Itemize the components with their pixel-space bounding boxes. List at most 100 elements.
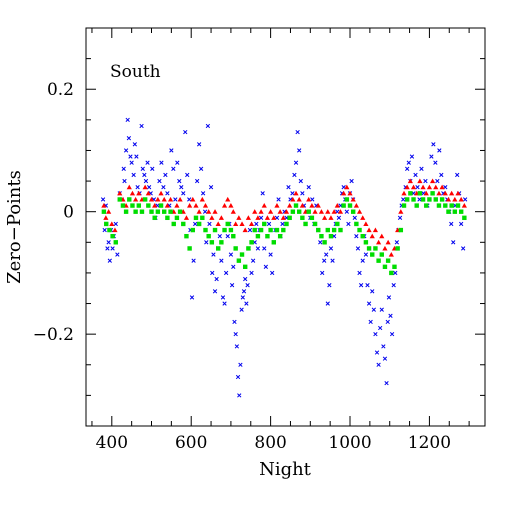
data-point <box>191 258 196 263</box>
data-point <box>155 196 161 202</box>
data-point <box>318 209 325 214</box>
data-point <box>245 283 250 288</box>
data-point <box>236 215 242 220</box>
axis-tick-labels: 400 600 800 1000 1200 −0.2 0 0.2 <box>33 80 451 453</box>
data-point <box>101 202 107 208</box>
data-point <box>171 221 176 227</box>
data-point <box>376 362 381 367</box>
data-point <box>198 166 204 171</box>
data-point <box>382 245 388 251</box>
data-point <box>199 196 205 202</box>
data-point <box>397 215 403 220</box>
data-point <box>280 221 285 227</box>
data-point <box>290 196 296 202</box>
data-point <box>389 332 395 337</box>
data-point <box>379 307 384 312</box>
data-point <box>262 246 267 251</box>
data-point <box>462 197 468 202</box>
data-point <box>100 197 106 202</box>
data-point <box>277 209 283 214</box>
data-point <box>171 166 176 171</box>
data-point <box>193 215 199 221</box>
data-point <box>218 215 224 220</box>
data-point <box>455 190 461 196</box>
data-point <box>357 270 362 276</box>
data-point <box>145 160 150 165</box>
y-tick-label: 0.2 <box>47 80 74 100</box>
data-point <box>196 142 202 147</box>
data-point <box>133 196 139 202</box>
data-point <box>106 240 111 245</box>
data-point <box>338 227 343 233</box>
series-square <box>101 191 467 276</box>
data-point <box>214 276 219 282</box>
data-point <box>446 209 451 214</box>
data-point <box>271 215 277 220</box>
data-point <box>204 240 209 245</box>
data-point <box>433 160 438 165</box>
data-point <box>347 190 353 196</box>
data-point <box>101 209 107 214</box>
data-point <box>110 246 115 251</box>
data-point <box>379 233 385 239</box>
data-point <box>196 221 202 227</box>
data-point <box>139 123 144 129</box>
data-point <box>461 246 466 251</box>
data-point <box>344 209 349 214</box>
data-point <box>142 184 148 190</box>
data-point <box>271 240 276 245</box>
data-point <box>409 154 415 159</box>
data-point <box>398 209 404 214</box>
data-point <box>177 196 183 202</box>
data-point <box>229 283 235 288</box>
data-point <box>142 197 148 202</box>
data-point <box>431 142 436 147</box>
data-point <box>245 215 251 220</box>
data-point <box>370 252 375 257</box>
data-point <box>265 233 270 239</box>
data-point <box>322 240 327 245</box>
data-point <box>280 215 286 220</box>
data-point <box>455 172 460 178</box>
data-point <box>391 283 396 288</box>
data-point <box>360 258 365 263</box>
data-point <box>109 221 115 227</box>
data-point <box>225 221 230 227</box>
data-point <box>452 196 458 202</box>
data-point <box>370 289 375 294</box>
y-tick-label: 0 <box>63 203 74 223</box>
data-point <box>287 202 293 208</box>
data-point <box>429 154 434 159</box>
data-point <box>255 246 261 251</box>
data-point <box>102 227 107 233</box>
data-point <box>250 258 256 263</box>
data-point <box>132 142 137 147</box>
data-point <box>107 258 112 263</box>
data-point <box>292 172 297 178</box>
data-point <box>366 301 372 306</box>
data-point <box>189 295 195 300</box>
data-point <box>325 227 330 233</box>
data-point <box>437 148 442 153</box>
series-triangle <box>101 178 467 257</box>
data-point <box>286 185 291 190</box>
data-point <box>230 209 236 214</box>
data-point <box>247 227 253 233</box>
data-point <box>242 227 248 233</box>
data-point <box>222 301 227 306</box>
data-point <box>442 190 448 196</box>
data-point <box>295 129 300 135</box>
data-point <box>177 178 182 184</box>
data-point <box>149 209 154 214</box>
data-point <box>120 203 126 208</box>
data-point <box>320 270 325 276</box>
data-point <box>436 203 442 208</box>
data-point <box>417 191 423 196</box>
data-point <box>117 197 122 202</box>
data-point <box>443 203 448 208</box>
data-point <box>187 197 192 202</box>
data-point <box>244 301 249 306</box>
data-point <box>404 197 410 202</box>
data-point <box>284 221 289 227</box>
data-point <box>254 221 259 227</box>
